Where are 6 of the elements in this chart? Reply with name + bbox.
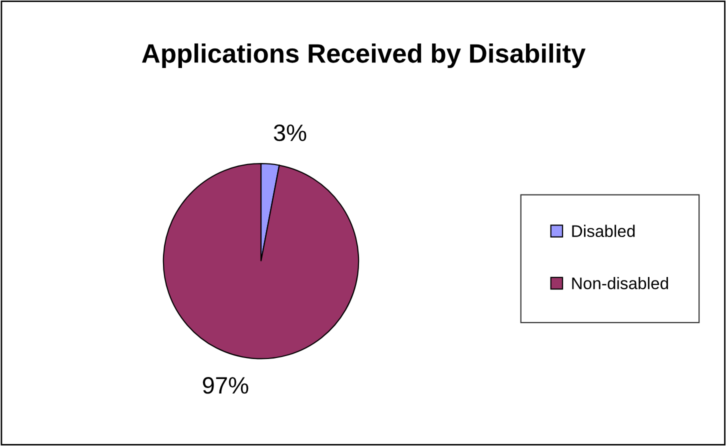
chart-title: Applications Received by Disability [142, 43, 586, 68]
legend-label: Non-disabled [572, 277, 668, 290]
data-label: 97% [202, 377, 248, 394]
pie-slice [162, 162, 360, 360]
data-label: 3% [274, 124, 306, 142]
legend-label: Disabled [572, 224, 635, 238]
